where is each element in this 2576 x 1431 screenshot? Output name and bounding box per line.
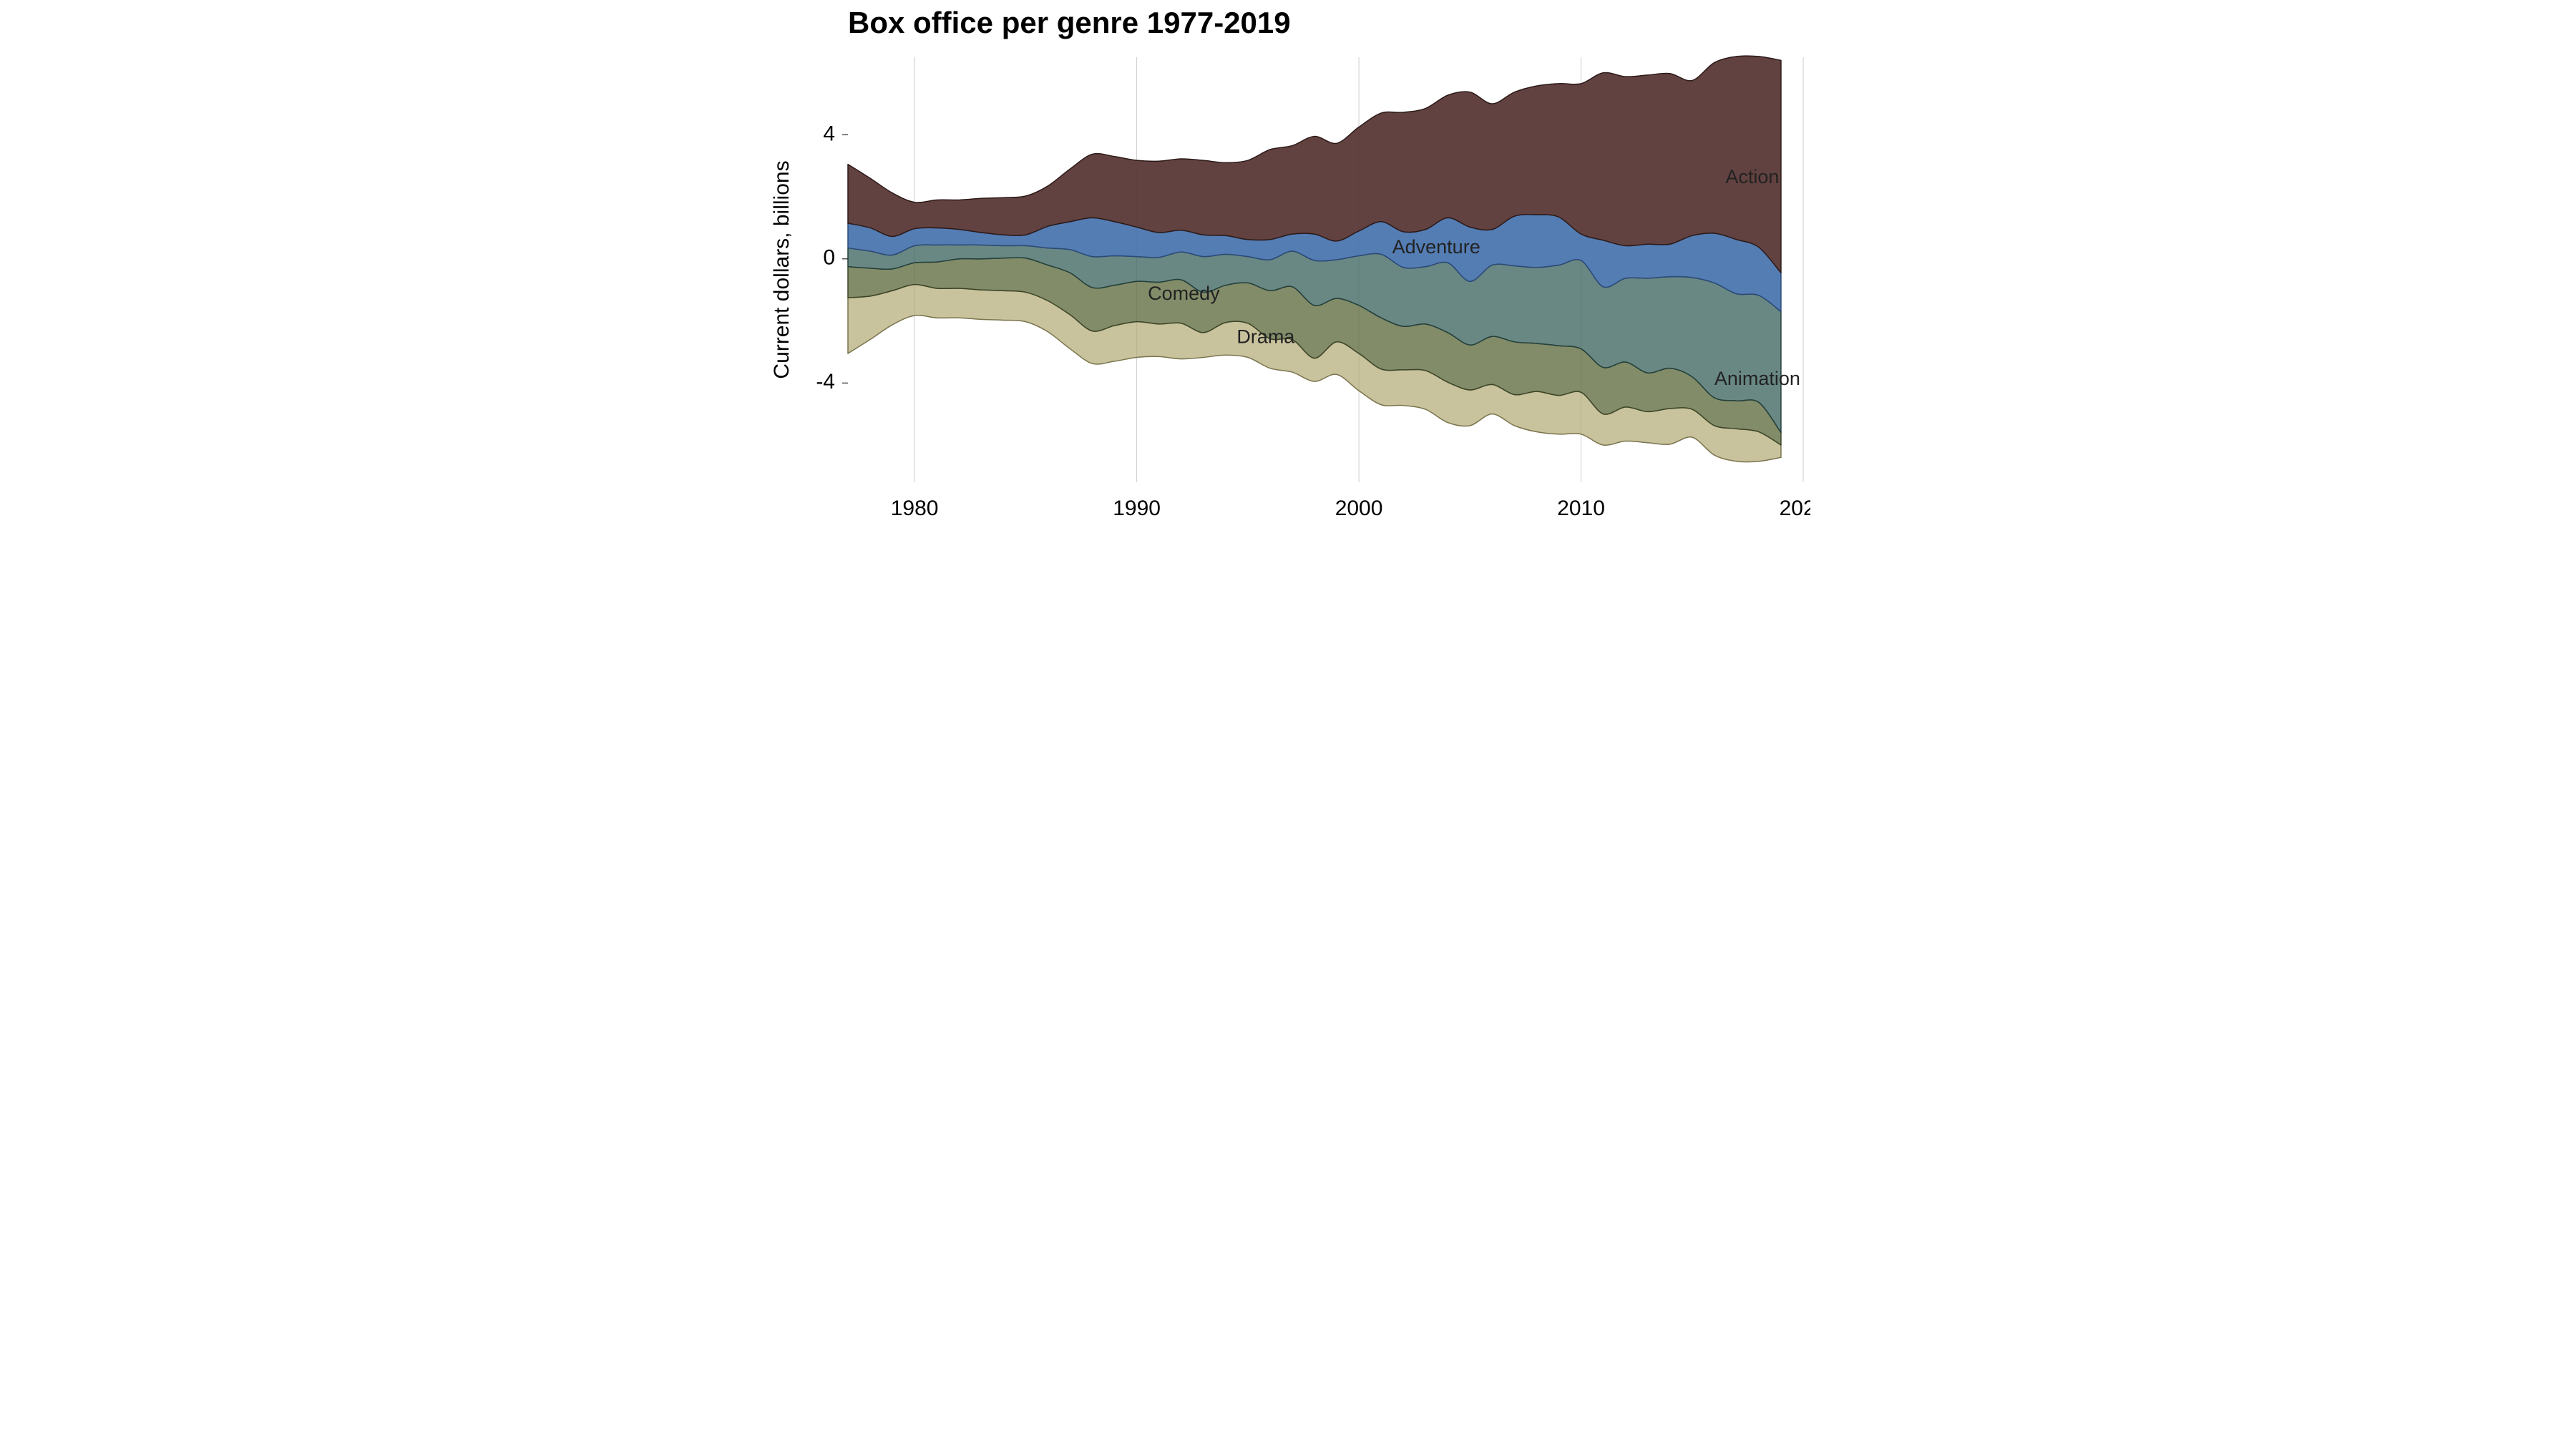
chart-title: Box office per genre 1977-2019	[848, 6, 1291, 39]
x-tick-label: 2000	[1335, 497, 1383, 520]
x-tick-label: 1990	[1113, 497, 1161, 520]
y-tick-label: 4	[823, 122, 835, 145]
y-tick-label: -4	[816, 370, 835, 394]
x-tick-label: 2020	[1780, 497, 1810, 520]
label-comedy: Comedy	[1148, 283, 1220, 304]
streamgraph-svg: -4 0 4 1980 1990 2000 2010 2020 Current dollars,…	[766, 0, 1810, 550]
label-action: Action	[1725, 166, 1779, 187]
label-drama: Drama	[1236, 326, 1295, 348]
x-axis: 1980 1990 2000 2010 2020	[891, 497, 1810, 520]
y-tick-label: 0	[823, 246, 835, 270]
chart-container: -4 0 4 1980 1990 2000 2010 2020 Current dollars,…	[766, 0, 1810, 550]
y-axis-label: Current dollars, billions	[770, 160, 794, 378]
stream-areas	[848, 56, 1781, 462]
label-adventure: Adventure	[1392, 236, 1480, 258]
label-animation: Animation	[1714, 368, 1800, 389]
x-tick-label: 2010	[1557, 497, 1605, 520]
x-tick-label: 1980	[891, 497, 939, 520]
y-axis: -4 0 4	[816, 122, 848, 394]
